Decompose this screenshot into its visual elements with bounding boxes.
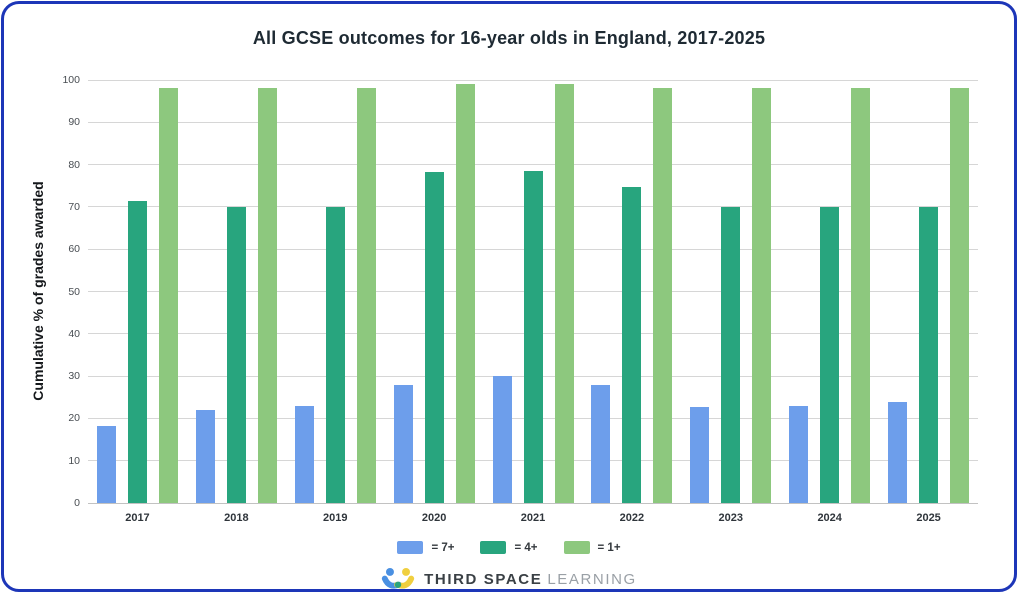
y-axis-title: Cumulative % of grades awarded	[30, 181, 46, 401]
x-axis-label-2018: 2018	[224, 512, 249, 524]
gridline	[88, 164, 978, 166]
y-tick-label: 0	[74, 497, 80, 509]
bar-4plus-2018	[226, 206, 246, 503]
legend: = 7+ = 4+ = 1+	[4, 541, 1014, 554]
bar-1plus-2024	[851, 88, 871, 503]
bar-group-2021	[484, 80, 583, 503]
x-axis-label-2025: 2025	[916, 512, 941, 524]
bar-7plus-2017	[96, 425, 116, 503]
y-tick-label: 40	[68, 327, 80, 340]
bar-1plus-2022	[653, 88, 673, 503]
gridline	[88, 502, 978, 504]
legend-item-7plus: = 7+	[397, 541, 454, 554]
x-axis-label-2024: 2024	[817, 512, 842, 524]
bar-groups	[88, 80, 978, 503]
bar-1plus-2019	[356, 88, 376, 503]
bar-7plus-2019	[294, 406, 314, 503]
x-axis-label-2022: 2022	[619, 512, 645, 524]
legend-label-4plus: = 4+	[514, 541, 538, 554]
legend-swatch-7plus	[397, 541, 424, 554]
bar-4plus-2023	[721, 206, 741, 503]
y-tick-label: 70	[68, 200, 80, 213]
bar-7plus-2023	[690, 406, 710, 503]
y-tick-label: 80	[68, 158, 80, 171]
legend-swatch-4plus	[480, 541, 507, 554]
bar-4plus-2019	[325, 206, 345, 503]
y-axis-tick-labels: 0 10 20 30 40 50 60 70 80 90 100	[46, 4, 80, 589]
x-axis-labels: 2017 2018 2019 2020 2021 2022 2023 2024 2025	[88, 512, 978, 524]
x-axis-label-2019: 2019	[322, 512, 348, 524]
gridline	[88, 121, 978, 123]
bar-1plus-2021	[554, 84, 574, 503]
brand-wordmark: THIRD SPACE LEARNING	[424, 571, 637, 588]
bar-4plus-2021	[523, 171, 543, 503]
bar-1plus-2017	[158, 88, 178, 503]
bar-group-2019	[286, 80, 385, 503]
legend-item-1plus: = 1+	[563, 541, 621, 554]
bar-group-2018	[187, 80, 286, 503]
bar-4plus-2017	[127, 200, 147, 503]
bar-7plus-2020	[393, 384, 413, 503]
brand-name-light: LEARNING	[547, 570, 637, 588]
x-axis-label-2020: 2020	[421, 512, 447, 524]
y-tick-label: 20	[68, 412, 80, 425]
third-space-learning-logo-icon	[382, 567, 415, 589]
bar-7plus-2024	[789, 406, 809, 503]
bar-7plus-2021	[492, 376, 512, 503]
bar-1plus-2025	[950, 88, 970, 503]
bar-7plus-2022	[591, 385, 611, 503]
legend-label-1plus: = 1+	[597, 541, 621, 554]
bar-group-2017	[88, 80, 187, 503]
bar-1plus-2020	[455, 84, 475, 503]
brand-footer: THIRD SPACE LEARNING	[4, 562, 1014, 596]
bar-1plus-2023	[752, 88, 772, 503]
y-tick-label: 10	[68, 454, 80, 467]
bar-group-2022	[582, 80, 681, 503]
brand-name-bold: THIRD SPACE	[424, 570, 543, 588]
bar-group-2023	[681, 80, 780, 503]
y-tick-label: 90	[68, 116, 80, 129]
bar-4plus-2022	[622, 187, 642, 503]
gridline	[88, 79, 978, 81]
chart-card: All GCSE outcomes for 16-year olds in En…	[1, 1, 1017, 592]
y-tick-label: 50	[68, 285, 80, 298]
x-axis-label-2017: 2017	[125, 512, 150, 524]
x-axis-label-2023: 2023	[718, 512, 744, 524]
bar-4plus-2024	[820, 206, 840, 503]
legend-item-4plus: = 4+	[480, 541, 538, 554]
y-tick-label: 100	[62, 74, 80, 86]
y-tick-label: 60	[68, 243, 80, 256]
bar-group-2025	[879, 80, 978, 503]
bar-group-2024	[780, 80, 879, 503]
bar-group-2020	[385, 80, 484, 503]
x-axis-label-2021: 2021	[520, 512, 546, 524]
legend-label-7plus: = 7+	[431, 541, 455, 554]
legend-swatch-1plus	[563, 541, 590, 554]
chart-title: All GCSE outcomes for 16-year olds in En…	[252, 28, 766, 48]
bar-4plus-2025	[919, 206, 939, 503]
bar-7plus-2025	[888, 401, 908, 503]
y-tick-label: 30	[68, 370, 80, 383]
bar-7plus-2018	[195, 409, 215, 503]
bar-1plus-2018	[257, 88, 277, 503]
bar-4plus-2020	[424, 171, 444, 503]
plot-area	[88, 79, 978, 504]
